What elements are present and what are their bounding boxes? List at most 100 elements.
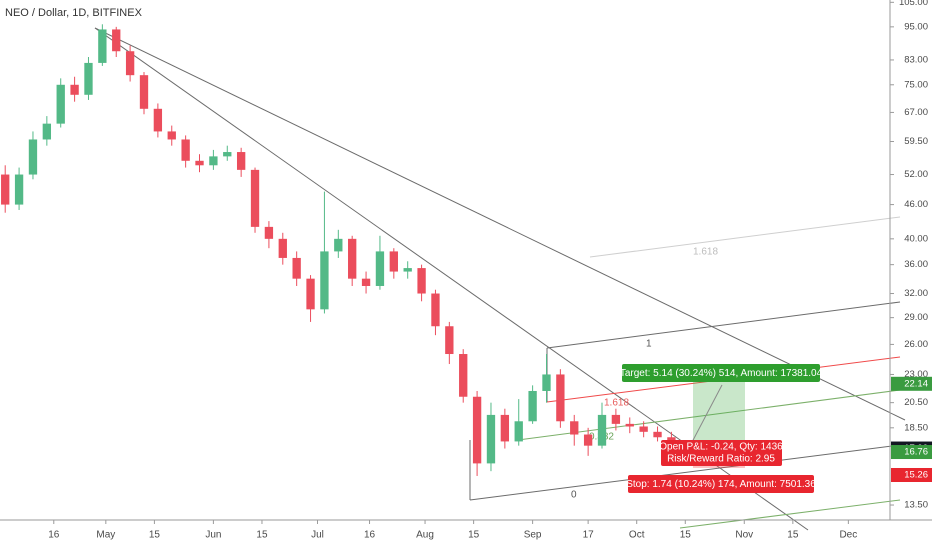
candle-body [472, 396, 482, 464]
candle-body [334, 238, 343, 252]
candles [1, 24, 676, 476]
x-tick-label: Dec [839, 530, 857, 541]
price-label: 22.14 [904, 378, 928, 389]
y-tick-label: 26.00 [904, 339, 928, 350]
x-tick-label: Aug [416, 530, 434, 541]
y-tick-label: 32.00 [904, 288, 928, 299]
x-tick-label: Oct [629, 530, 645, 541]
pitchfork-line [517, 389, 901, 441]
candle-body [417, 268, 426, 294]
stop-label: Stop: 1.74 (10.24%) 174, Amount: 7501.36 [626, 479, 816, 490]
x-tick-label: Sep [524, 530, 542, 541]
overlay: Target: 5.14 (30.24%) 514, Amount: 17381… [620, 364, 823, 493]
candle-body [195, 160, 204, 166]
candle-body [70, 84, 79, 95]
candle-body [528, 390, 537, 422]
y-tick-label: 36.00 [904, 259, 928, 270]
candle-body [514, 421, 523, 442]
x-tick-label: 17 [583, 530, 595, 541]
candle-body [264, 226, 274, 239]
trend-line [94, 27, 906, 421]
y-tick-label: 105.00 [899, 0, 928, 8]
y-tick-label: 46.00 [904, 199, 928, 210]
candle-body [348, 238, 357, 279]
candle-body [98, 29, 107, 63]
candle-body [292, 257, 301, 279]
x-tick-label: Jun [205, 530, 221, 541]
price-label-box [891, 445, 932, 460]
candle-body [459, 354, 468, 397]
candle-body [125, 51, 135, 76]
candle-body [1, 174, 10, 205]
risk-reward-label: Risk/Reward Ratio: 2.95 [667, 454, 775, 465]
x-tick-label: 16 [48, 530, 60, 541]
candle-body [320, 251, 329, 310]
pitchfork-line [679, 499, 901, 529]
candle-body [583, 434, 593, 446]
candle-body [611, 414, 621, 424]
target-label: Target: 5.14 (30.24%) 514, Amount: 17381… [620, 368, 823, 379]
candle-body [500, 414, 510, 442]
x-tick-label: May [96, 530, 115, 541]
candle-body [597, 414, 607, 446]
pnl-box [661, 440, 782, 466]
pitchfork-line [589, 216, 901, 258]
candle-body [153, 108, 163, 132]
candle-body [209, 156, 218, 166]
y-tick-label: 52.00 [904, 169, 928, 180]
x-tick-label: 15 [680, 530, 692, 541]
y-tick-label: 23.00 [904, 369, 928, 380]
candle-body [445, 326, 454, 355]
candle-body [486, 414, 496, 464]
target-box [622, 364, 820, 382]
y-tick-label: 59.50 [904, 136, 928, 147]
candle-body [28, 139, 38, 175]
candle-body [361, 278, 371, 286]
candle-body [306, 278, 315, 310]
candle-body [42, 123, 52, 140]
pitchfork-line [546, 301, 901, 349]
fib-label: 1.618 [604, 398, 629, 409]
x-tick-label: 15 [468, 530, 480, 541]
candle-body [403, 268, 412, 272]
candle-body [84, 62, 93, 95]
stop-box [628, 475, 814, 493]
candle-body [56, 84, 65, 124]
candle-body [570, 421, 579, 435]
candle-body [431, 293, 440, 327]
y-tick-label: 29.00 [904, 312, 928, 323]
y-tick-label: 75.00 [904, 79, 928, 90]
candle-body [223, 152, 232, 157]
candle-body [639, 426, 648, 432]
y-tick-label: 95.00 [904, 21, 928, 32]
candle-body [250, 169, 260, 227]
price-label: 15.26 [904, 470, 928, 481]
candle-body [625, 423, 634, 427]
price-label: 16.76 [904, 447, 928, 458]
x-tick-label: 15 [256, 530, 268, 541]
y-tick-label: 83.00 [904, 54, 928, 65]
y-tick-label: 13.50 [904, 500, 928, 511]
x-tick-label: Nov [735, 530, 753, 541]
candle-body [181, 139, 190, 161]
y-tick-label: 20.50 [904, 397, 928, 408]
candle-body [167, 131, 176, 140]
price-label-box [891, 376, 932, 391]
x-tick-label: 15 [787, 530, 799, 541]
candle-body [556, 374, 565, 422]
fib-label: 0 [571, 490, 577, 501]
candle-body [14, 174, 24, 205]
x-tick-label: Jul [311, 530, 324, 541]
y-tick-label: 40.00 [904, 233, 928, 244]
price-label-box [891, 467, 932, 482]
y-tick-label: 18.50 [904, 422, 928, 433]
candle-body [236, 152, 246, 170]
y-tick-label: 67.00 [904, 107, 928, 118]
pitchfork-line [469, 444, 901, 501]
candle-body [542, 374, 551, 391]
candle-body [139, 75, 149, 109]
x-tick-label: 15 [149, 530, 161, 541]
candle-body [389, 251, 398, 272]
